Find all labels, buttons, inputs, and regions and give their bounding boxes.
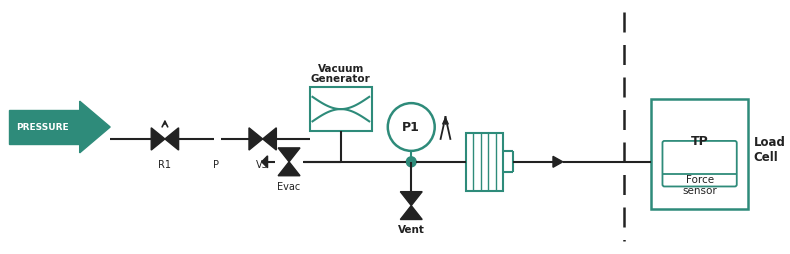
FancyBboxPatch shape bbox=[310, 88, 372, 132]
Text: Load
Cell: Load Cell bbox=[754, 135, 785, 163]
Polygon shape bbox=[553, 157, 562, 168]
Polygon shape bbox=[249, 128, 262, 150]
Text: Force
sensor: Force sensor bbox=[683, 174, 717, 196]
Bar bbox=[466, 133, 503, 191]
Text: Vent: Vent bbox=[398, 225, 425, 234]
Text: Evac: Evac bbox=[277, 181, 301, 191]
Polygon shape bbox=[80, 102, 110, 153]
Bar bbox=[651, 100, 748, 209]
Polygon shape bbox=[262, 128, 276, 150]
Circle shape bbox=[406, 157, 416, 167]
Text: P: P bbox=[213, 159, 219, 169]
Polygon shape bbox=[261, 156, 268, 168]
Polygon shape bbox=[278, 162, 300, 176]
Polygon shape bbox=[151, 128, 165, 150]
Text: Vacuum: Vacuum bbox=[318, 64, 364, 74]
Polygon shape bbox=[401, 206, 422, 220]
Text: Generator: Generator bbox=[311, 74, 371, 84]
FancyBboxPatch shape bbox=[663, 141, 737, 187]
Polygon shape bbox=[9, 111, 80, 144]
Text: TP: TP bbox=[690, 135, 709, 148]
Text: V3: V3 bbox=[256, 159, 269, 169]
Text: P1: P1 bbox=[402, 121, 420, 134]
Polygon shape bbox=[165, 128, 179, 150]
Circle shape bbox=[388, 104, 434, 151]
Text: R1: R1 bbox=[159, 159, 171, 169]
Polygon shape bbox=[278, 148, 300, 162]
Polygon shape bbox=[401, 192, 422, 206]
Text: PRESSURE: PRESSURE bbox=[17, 123, 69, 132]
